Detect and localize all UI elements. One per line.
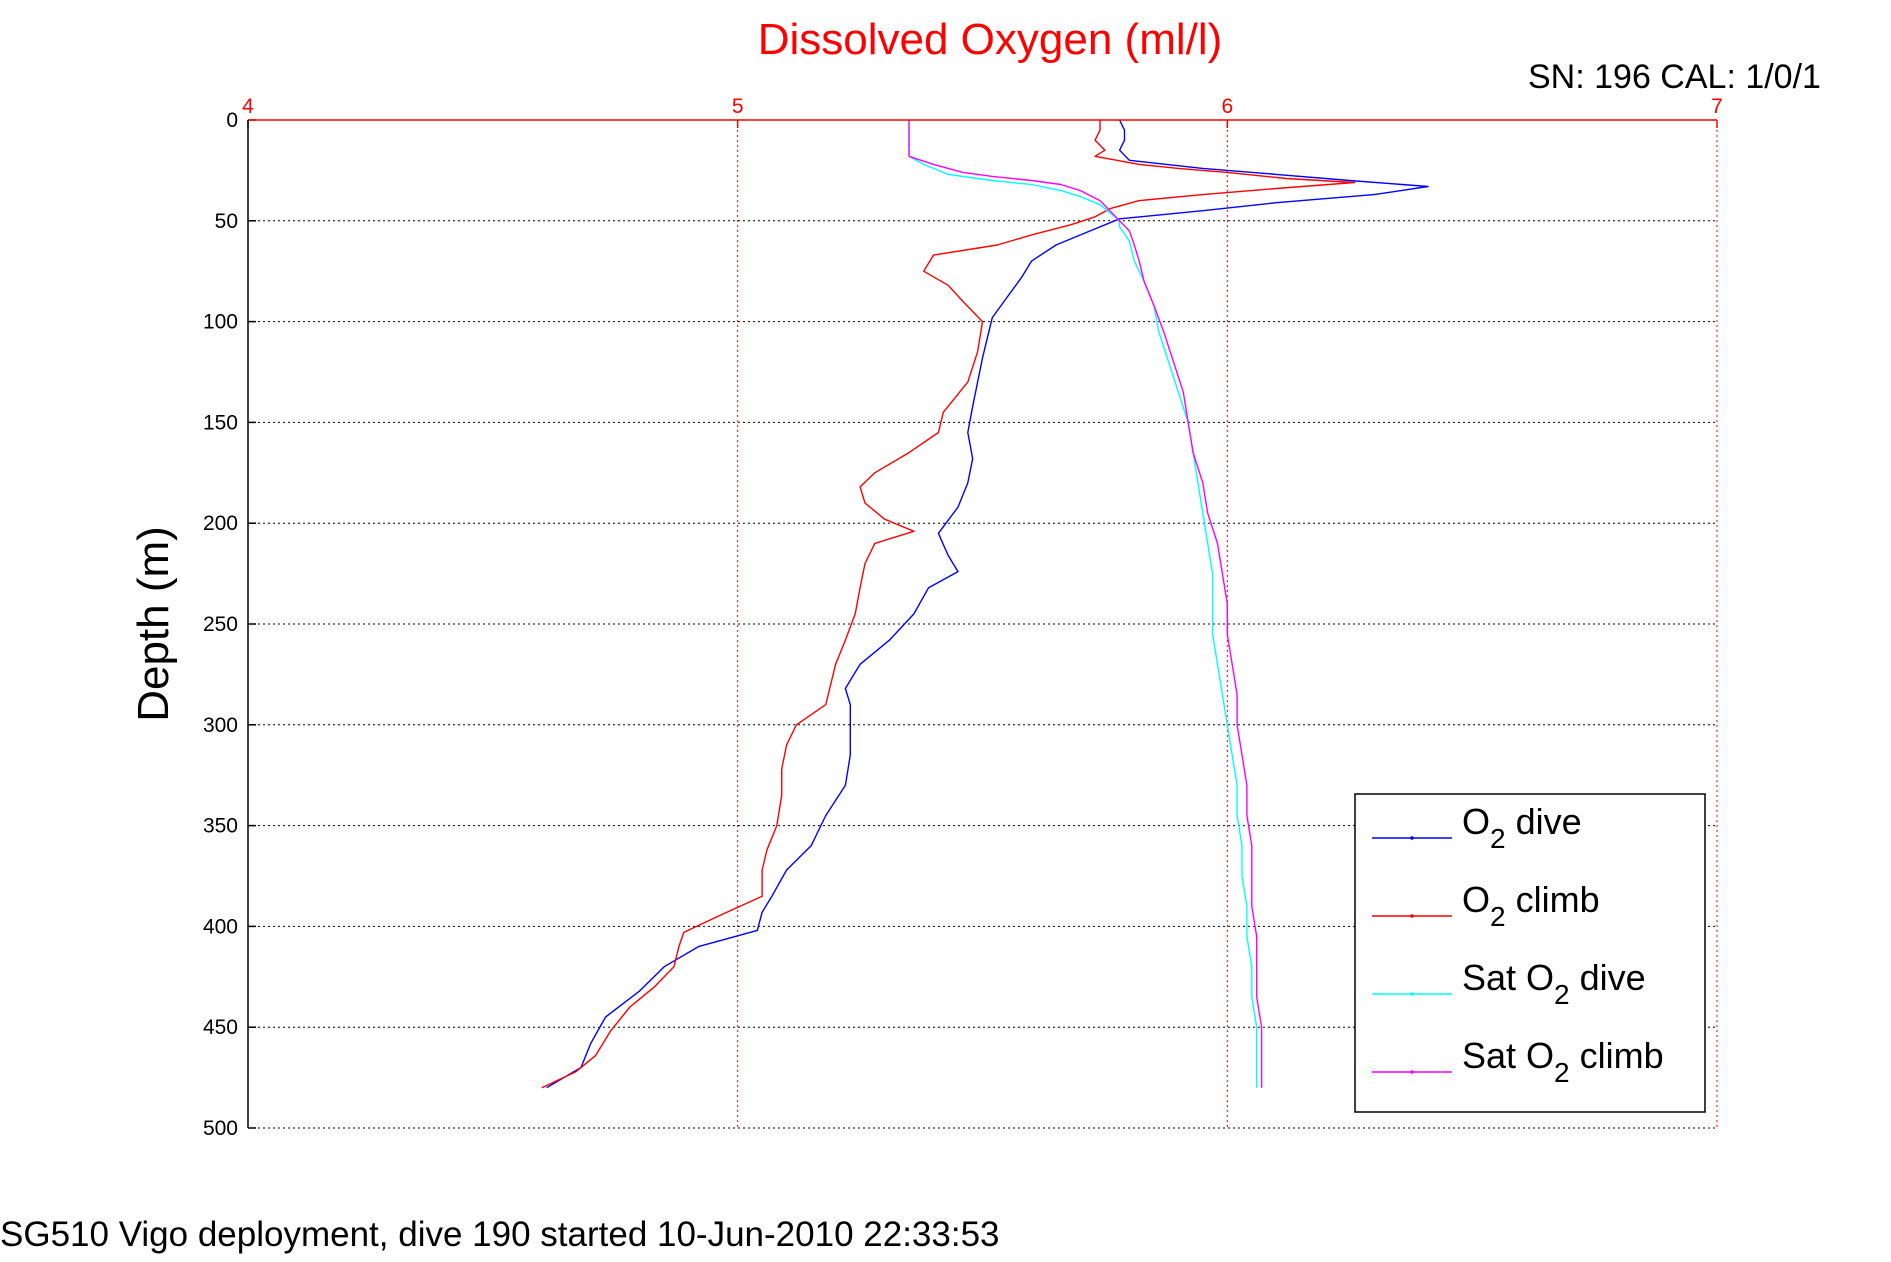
y-tick-label: 100 <box>203 311 238 334</box>
legend-label-sub: 2 <box>1490 901 1506 932</box>
series-lines <box>541 119 1429 1089</box>
series-line-0 <box>546 119 1429 1089</box>
chart-title: Dissolved Oxygen (ml/l) <box>758 15 1223 64</box>
x-tick-label: 6 <box>1221 95 1233 118</box>
y-tick-label: 50 <box>215 210 238 233</box>
y-axis-label: Depth (m) <box>129 526 178 722</box>
legend-label-1: O2 climb <box>1462 879 1600 932</box>
x-tick-label: 7 <box>1711 95 1723 118</box>
legend-label-rest: dive <box>1570 957 1646 998</box>
legend-marker-1 <box>1410 914 1414 918</box>
y-tick-label: 150 <box>203 411 238 434</box>
y-tick-label: 0 <box>226 109 238 132</box>
serial-annotation: SN: 196 CAL: 1/0/1 <box>1528 58 1821 96</box>
legend-label-sub: 2 <box>1490 823 1506 854</box>
legend-label-sub: 2 <box>1554 1057 1570 1088</box>
y-tick-label: 500 <box>203 1117 238 1140</box>
y-tick-label: 450 <box>203 1016 238 1039</box>
legend-label-rest: dive <box>1506 801 1582 842</box>
dive-caption: SG510 Vigo deployment, dive 190 started … <box>0 1215 1000 1254</box>
legend-label-rest: climb <box>1506 879 1600 920</box>
legend-label-rest: climb <box>1570 1035 1664 1076</box>
y-tick-label: 200 <box>203 512 238 535</box>
legend-marker-0 <box>1410 836 1414 840</box>
legend-marker-2 <box>1410 992 1414 996</box>
series-line-2 <box>908 120 1258 1088</box>
axes: 4 5 6 7 0 50 100 150 200 250 300 350 400 450 500 <box>203 95 1723 1140</box>
series-line-1 <box>541 120 1356 1089</box>
legend-label-main: O <box>1462 801 1490 842</box>
x-tick-label: 4 <box>242 95 254 118</box>
y-tick-label: 300 <box>203 714 238 737</box>
x-tick-label: 5 <box>732 95 744 118</box>
legend-label-main: O <box>1462 879 1490 920</box>
legend-label-0: O2 dive <box>1462 801 1582 854</box>
y-tick-label: 350 <box>203 815 238 838</box>
legend-label-sub: 2 <box>1554 979 1570 1010</box>
legend-label-3: Sat O2 climb <box>1462 1035 1664 1088</box>
legend-marker-3 <box>1410 1070 1414 1074</box>
legend-label-main: Sat O <box>1462 1035 1554 1076</box>
y-tick-label: 250 <box>203 613 238 636</box>
legend-label-2: Sat O2 dive <box>1462 957 1646 1010</box>
legend-box <box>1354 793 1706 1113</box>
series-line-3 <box>908 120 1263 1088</box>
y-tick-label: 400 <box>203 915 238 938</box>
legend-label-main: Sat O <box>1462 957 1554 998</box>
